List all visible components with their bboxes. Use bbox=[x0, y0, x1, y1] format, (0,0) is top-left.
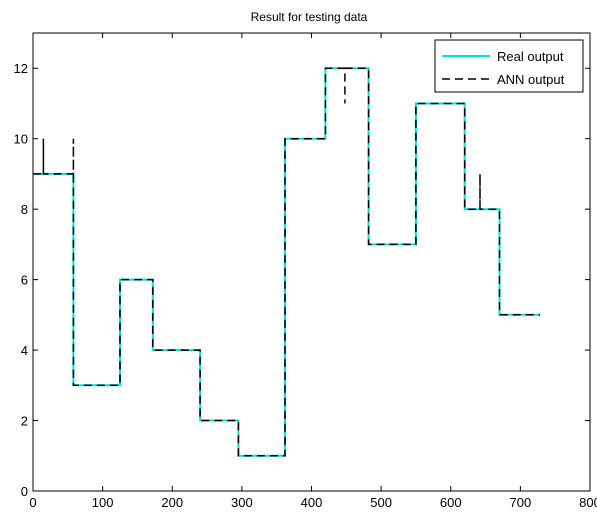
legend: Real output ANN output bbox=[434, 39, 584, 93]
y-tick-label: 8 bbox=[21, 202, 28, 217]
x-tick-label: 100 bbox=[92, 495, 114, 510]
x-tick-label: 300 bbox=[231, 495, 253, 510]
series-line-ann-output bbox=[33, 67, 540, 457]
y-tick-label: 12 bbox=[14, 61, 28, 76]
y-tick-label: 6 bbox=[21, 273, 28, 288]
x-tick-label: 200 bbox=[161, 495, 183, 510]
x-tick-label: 800 bbox=[579, 495, 597, 510]
y-tick-label: 2 bbox=[21, 414, 28, 429]
x-tick-label: 500 bbox=[370, 495, 392, 510]
y-tick-label: 4 bbox=[21, 343, 28, 358]
legend-label-ann-output: ANN output bbox=[497, 72, 565, 87]
x-tick-label: 0 bbox=[29, 495, 36, 510]
legend-box bbox=[434, 39, 584, 93]
plot-area bbox=[32, 32, 591, 492]
x-tick-label: 700 bbox=[510, 495, 532, 510]
legend-label-real-output: Real output bbox=[497, 49, 564, 64]
x-tick-label: 400 bbox=[301, 495, 323, 510]
y-tick-label: 0 bbox=[21, 484, 28, 499]
y-tick-label: 10 bbox=[14, 132, 28, 147]
chart-title: Result for testing data bbox=[251, 10, 368, 24]
x-tick-label: 600 bbox=[440, 495, 462, 510]
